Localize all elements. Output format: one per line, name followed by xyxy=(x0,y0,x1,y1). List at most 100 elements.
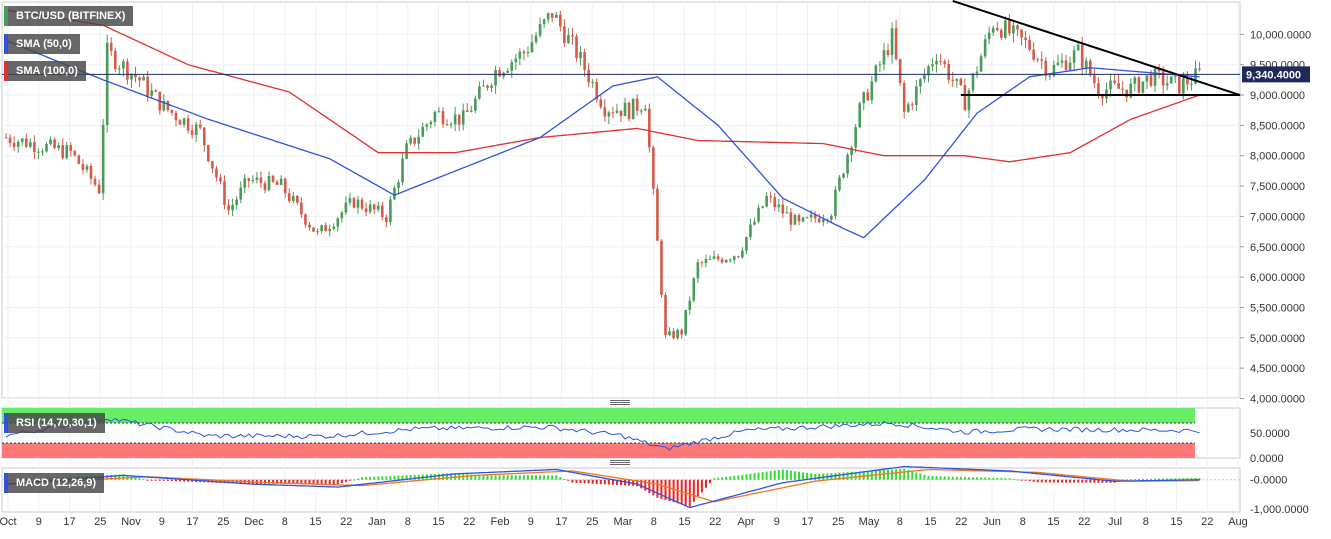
candle-body xyxy=(704,259,708,263)
candle-body xyxy=(1190,83,1193,85)
macd-hist-bar xyxy=(162,479,165,481)
legend-sma50[interactable]: SMA (50,0) xyxy=(4,34,80,54)
candle-body xyxy=(587,69,590,83)
candle-body xyxy=(1032,49,1035,60)
macd-hist-bar xyxy=(401,475,404,480)
macd-hist-bar xyxy=(992,477,995,480)
candle-body xyxy=(150,90,153,96)
y-tick-label: 7,500.0000 xyxy=(1250,181,1305,193)
candle-body xyxy=(1157,68,1161,72)
candle-body xyxy=(441,111,445,125)
macd-hist-bar xyxy=(122,474,125,480)
candle-body xyxy=(271,175,275,182)
macd-hist-bar xyxy=(1170,478,1173,480)
candle-body xyxy=(381,205,384,217)
macd-hist-bar xyxy=(263,479,266,484)
macd-hist-bar xyxy=(357,478,360,480)
candle-body xyxy=(263,183,267,191)
candle-body xyxy=(291,195,295,202)
macd-hist-bar xyxy=(959,476,962,480)
candle-body xyxy=(490,85,493,88)
macd-hist-bar xyxy=(490,475,493,480)
macd-hist-bar xyxy=(138,478,141,480)
sma50-line xyxy=(5,39,1200,239)
macd-hist-bar xyxy=(268,479,271,484)
candle-body xyxy=(219,177,222,182)
macd-hist-bar xyxy=(174,479,177,482)
macd-hist-bar xyxy=(324,479,327,485)
candle-body xyxy=(332,226,336,229)
candle-body xyxy=(340,212,344,219)
legend-macd-swatch xyxy=(4,473,8,493)
candle-body xyxy=(445,124,449,126)
legend-sma100[interactable]: SMA (100,0) xyxy=(4,61,86,81)
macd-hist-bar xyxy=(223,479,226,484)
pane-splitter-rsi[interactable] xyxy=(610,400,630,406)
candle-body xyxy=(947,63,951,80)
macd-hist-bar xyxy=(1036,479,1039,483)
macd-hist-bar xyxy=(397,475,400,480)
candle-body xyxy=(615,110,619,114)
candle-body xyxy=(215,168,218,178)
candle-body xyxy=(611,112,615,114)
candle-body xyxy=(1145,75,1149,82)
macd-hist-bar xyxy=(518,475,521,480)
candle-body xyxy=(247,178,251,181)
macd-hist-bar xyxy=(405,475,408,480)
candle-body xyxy=(1198,68,1201,70)
macd-hist-bar xyxy=(510,475,513,480)
x-tick-label: 17 xyxy=(801,516,813,528)
macd-hist-bar xyxy=(692,479,695,502)
candle-body xyxy=(1165,83,1169,86)
x-tick-label: 15 xyxy=(1047,516,1059,528)
macd-hist-bar xyxy=(1040,479,1043,483)
macd-hist-bar xyxy=(1008,478,1011,480)
macd-hist-bar xyxy=(761,472,764,480)
x-tick-label: 8 xyxy=(1020,516,1026,528)
candle-body xyxy=(478,86,481,99)
candle-body xyxy=(1016,25,1019,30)
candle-body xyxy=(631,98,635,120)
macd-hist-bar xyxy=(170,479,173,482)
candle-body xyxy=(623,102,627,117)
candle-body xyxy=(1052,65,1056,76)
candle-body xyxy=(65,145,69,159)
legend-symbol[interactable]: BTC/USD (BITFINEX) xyxy=(4,6,134,26)
candle-body xyxy=(57,145,60,149)
candle-body xyxy=(781,204,785,214)
pane-splitter-macd[interactable] xyxy=(610,460,630,466)
candle-body xyxy=(603,107,607,117)
macd-hist-bar xyxy=(611,479,614,485)
candle-body xyxy=(728,259,732,261)
macd-hist-bar xyxy=(935,476,938,480)
candle-body xyxy=(85,166,89,170)
candle-body xyxy=(1080,44,1084,68)
trendline xyxy=(952,0,1241,96)
candle-body xyxy=(688,300,692,310)
macd-hist-bar xyxy=(595,479,598,484)
x-tick-label: 15 xyxy=(678,516,690,528)
macd-hist-bar xyxy=(769,471,772,480)
macd-hist-bar xyxy=(150,479,153,481)
legend-rsi[interactable]: RSI (14,70,30,1) xyxy=(4,413,105,433)
candle-body xyxy=(951,79,955,81)
x-tick-label: Jul xyxy=(1108,516,1122,528)
macd-hist-bar xyxy=(365,477,368,480)
macd-hist-bar xyxy=(850,471,853,480)
legend-rsi-label: RSI (14,70,30,1) xyxy=(16,417,97,429)
candle-body xyxy=(267,175,271,191)
macd-hist-bar xyxy=(320,479,323,485)
candle-body xyxy=(830,216,833,220)
macd-hist-bar xyxy=(717,477,720,480)
macd-hist-bar xyxy=(806,472,809,480)
rsi-overbought-band xyxy=(2,408,1195,423)
candle-body xyxy=(312,227,315,232)
candle-body xyxy=(1173,76,1177,78)
legend-macd[interactable]: MACD (12,26,9) xyxy=(4,473,105,493)
macd-hist-bar xyxy=(1085,479,1088,483)
candle-body xyxy=(1024,37,1027,41)
candle-body xyxy=(1056,62,1060,66)
candle-body xyxy=(935,60,938,65)
candle-body xyxy=(146,76,149,96)
candle-body xyxy=(320,225,323,232)
